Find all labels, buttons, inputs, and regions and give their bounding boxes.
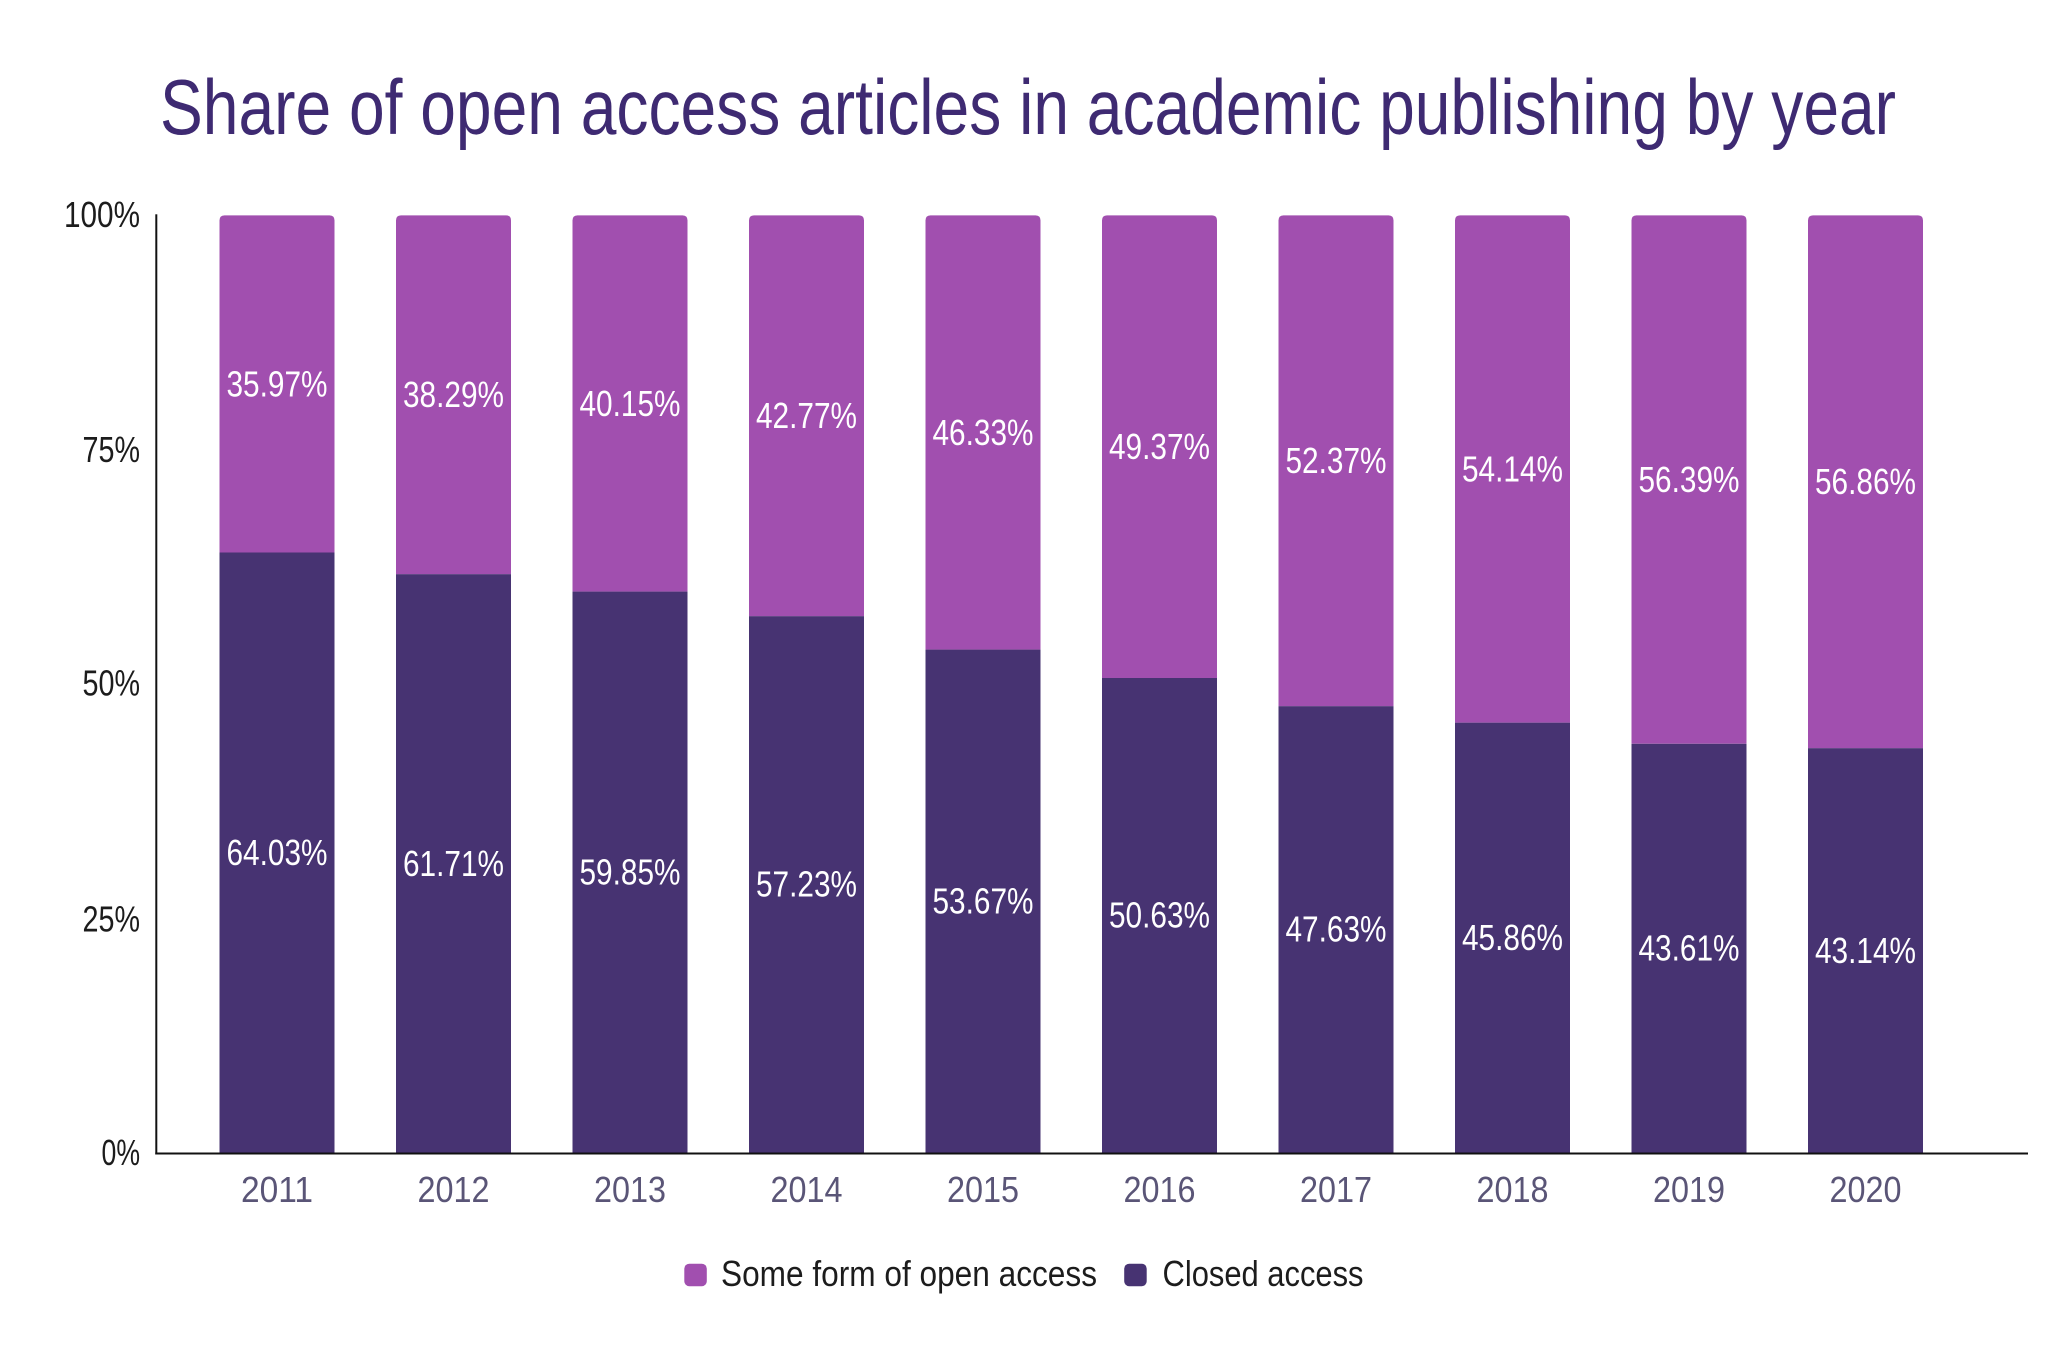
svg-text:2015: 2015 <box>947 1169 1019 1210</box>
svg-text:43.61%: 43.61% <box>1639 928 1740 969</box>
svg-text:2018: 2018 <box>1477 1169 1549 1210</box>
svg-text:2011: 2011 <box>241 1169 313 1210</box>
svg-text:54.14%: 54.14% <box>1462 449 1563 490</box>
svg-text:100%: 100% <box>64 194 140 235</box>
svg-text:2017: 2017 <box>1300 1169 1372 1210</box>
svg-text:42.77%: 42.77% <box>756 395 857 436</box>
svg-text:25%: 25% <box>83 898 141 939</box>
svg-text:75%: 75% <box>83 429 141 470</box>
svg-text:53.67%: 53.67% <box>933 880 1034 921</box>
svg-text:40.15%: 40.15% <box>580 383 681 424</box>
svg-text:52.37%: 52.37% <box>1286 440 1387 481</box>
svg-text:56.86%: 56.86% <box>1815 461 1916 502</box>
svg-text:Share of open access articles: Share of open access articles in academi… <box>160 63 1896 151</box>
svg-text:2020: 2020 <box>1830 1169 1902 1210</box>
svg-text:61.71%: 61.71% <box>403 843 504 884</box>
svg-text:2013: 2013 <box>594 1169 666 1210</box>
svg-text:2014: 2014 <box>771 1169 843 1210</box>
svg-text:2016: 2016 <box>1124 1169 1196 1210</box>
svg-text:2019: 2019 <box>1653 1169 1725 1210</box>
svg-text:0%: 0% <box>102 1132 141 1173</box>
svg-text:35.97%: 35.97% <box>227 363 328 404</box>
svg-text:59.85%: 59.85% <box>580 852 681 893</box>
svg-text:57.23%: 57.23% <box>756 864 857 905</box>
svg-text:50%: 50% <box>83 663 141 704</box>
svg-text:2012: 2012 <box>418 1169 490 1210</box>
svg-text:64.03%: 64.03% <box>227 832 328 873</box>
svg-text:56.39%: 56.39% <box>1639 459 1740 500</box>
svg-text:Some form of open access: Some form of open access <box>721 1253 1097 1294</box>
svg-text:45.86%: 45.86% <box>1462 917 1563 958</box>
svg-text:Closed access: Closed access <box>1163 1253 1364 1294</box>
svg-text:50.63%: 50.63% <box>1109 895 1210 936</box>
svg-text:46.33%: 46.33% <box>933 412 1034 453</box>
svg-text:47.63%: 47.63% <box>1286 909 1387 950</box>
svg-text:38.29%: 38.29% <box>403 374 504 415</box>
svg-text:49.37%: 49.37% <box>1109 426 1210 467</box>
svg-text:43.14%: 43.14% <box>1815 930 1916 971</box>
